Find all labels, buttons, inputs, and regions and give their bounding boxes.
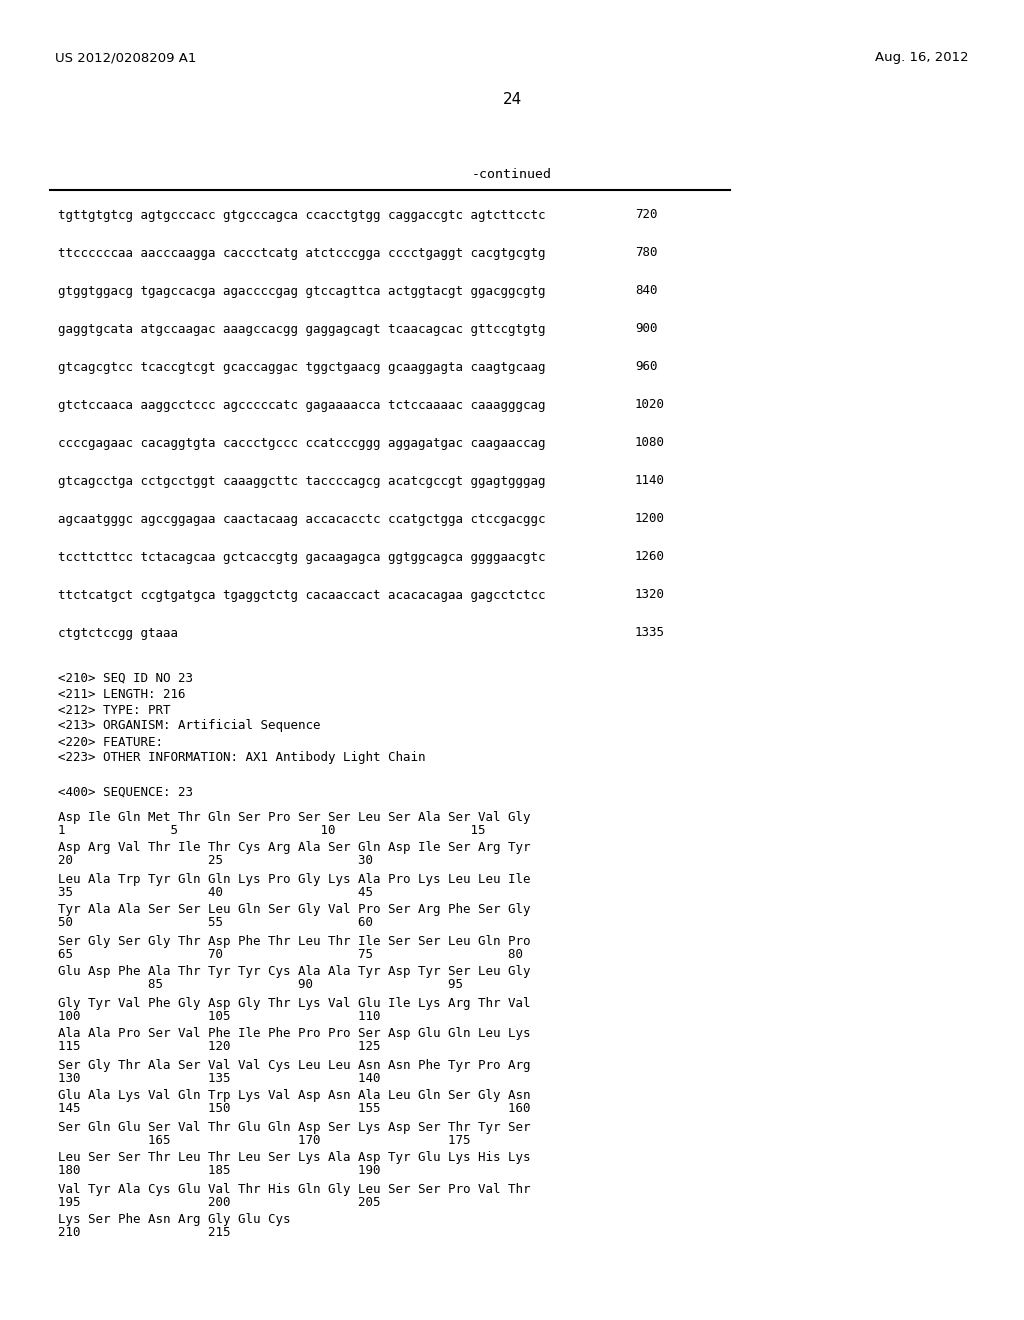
Text: Ser Gly Thr Ala Ser Val Val Cys Leu Leu Asn Asn Phe Tyr Pro Arg: Ser Gly Thr Ala Ser Val Val Cys Leu Leu … (58, 1059, 530, 1072)
Text: Ala Ala Pro Ser Val Phe Ile Phe Pro Pro Ser Asp Glu Gln Leu Lys: Ala Ala Pro Ser Val Phe Ile Phe Pro Pro … (58, 1027, 530, 1040)
Text: Val Tyr Ala Cys Glu Val Thr His Gln Gly Leu Ser Ser Pro Val Thr: Val Tyr Ala Cys Glu Val Thr His Gln Gly … (58, 1183, 530, 1196)
Text: 115                 120                 125: 115 120 125 (58, 1040, 381, 1053)
Text: Gly Tyr Val Phe Gly Asp Gly Thr Lys Val Glu Ile Lys Arg Thr Val: Gly Tyr Val Phe Gly Asp Gly Thr Lys Val … (58, 997, 530, 1010)
Text: ccccgagaac cacaggtgta caccctgccc ccatcccggg aggagatgac caagaaccag: ccccgagaac cacaggtgta caccctgccc ccatccc… (58, 437, 546, 450)
Text: tccttcttcc tctacagcaa gctcaccgtg gacaagagca ggtggcagca ggggaacgtc: tccttcttcc tctacagcaa gctcaccgtg gacaaga… (58, 550, 546, 564)
Text: Leu Ser Ser Thr Leu Thr Leu Ser Lys Ala Asp Tyr Glu Lys His Lys: Leu Ser Ser Thr Leu Thr Leu Ser Lys Ala … (58, 1151, 530, 1164)
Text: 1080: 1080 (635, 437, 665, 450)
Text: 50                  55                  60: 50 55 60 (58, 916, 373, 929)
Text: 900: 900 (635, 322, 657, 335)
Text: Tyr Ala Ala Ser Ser Leu Gln Ser Gly Val Pro Ser Arg Phe Ser Gly: Tyr Ala Ala Ser Ser Leu Gln Ser Gly Val … (58, 903, 530, 916)
Text: 65                  70                  75                  80: 65 70 75 80 (58, 948, 523, 961)
Text: 180                 185                 190: 180 185 190 (58, 1164, 381, 1177)
Text: Lys Ser Phe Asn Arg Gly Glu Cys: Lys Ser Phe Asn Arg Gly Glu Cys (58, 1213, 291, 1226)
Text: 1              5                   10                  15: 1 5 10 15 (58, 824, 485, 837)
Text: 35                  40                  45: 35 40 45 (58, 886, 373, 899)
Text: 1260: 1260 (635, 550, 665, 564)
Text: gaggtgcata atgccaagac aaagccacgg gaggagcagt tcaacagcac gttccgtgtg: gaggtgcata atgccaagac aaagccacgg gaggagc… (58, 322, 546, 335)
Text: 780: 780 (635, 247, 657, 260)
Text: 85                  90                  95: 85 90 95 (58, 978, 463, 991)
Text: <220> FEATURE:: <220> FEATURE: (58, 735, 163, 748)
Text: Glu Asp Phe Ala Thr Tyr Tyr Cys Ala Ala Tyr Asp Tyr Ser Leu Gly: Glu Asp Phe Ala Thr Tyr Tyr Cys Ala Ala … (58, 965, 530, 978)
Text: 100                 105                 110: 100 105 110 (58, 1010, 381, 1023)
Text: 1140: 1140 (635, 474, 665, 487)
Text: Glu Ala Lys Val Gln Trp Lys Val Asp Asn Ala Leu Gln Ser Gly Asn: Glu Ala Lys Val Gln Trp Lys Val Asp Asn … (58, 1089, 530, 1102)
Text: <210> SEQ ID NO 23: <210> SEQ ID NO 23 (58, 672, 193, 685)
Text: ttccccccaa aacccaagga caccctcatg atctcccgga cccctgaggt cacgtgcgtg: ttccccccaa aacccaagga caccctcatg atctccc… (58, 247, 546, 260)
Text: Ser Gln Glu Ser Val Thr Glu Gln Asp Ser Lys Asp Ser Thr Tyr Ser: Ser Gln Glu Ser Val Thr Glu Gln Asp Ser … (58, 1121, 530, 1134)
Text: agcaatgggc agccggagaa caactacaag accacacctc ccatgctgga ctccgacggc: agcaatgggc agccggagaa caactacaag accacac… (58, 512, 546, 525)
Text: 195                 200                 205: 195 200 205 (58, 1196, 381, 1209)
Text: 24: 24 (503, 92, 521, 107)
Text: Ser Gly Ser Gly Thr Asp Phe Thr Leu Thr Ile Ser Ser Leu Gln Pro: Ser Gly Ser Gly Thr Asp Phe Thr Leu Thr … (58, 935, 530, 948)
Text: gtcagcgtcc tcaccgtcgt gcaccaggac tggctgaacg gcaaggagta caagtgcaag: gtcagcgtcc tcaccgtcgt gcaccaggac tggctga… (58, 360, 546, 374)
Text: 1320: 1320 (635, 589, 665, 602)
Text: <223> OTHER INFORMATION: AX1 Antibody Light Chain: <223> OTHER INFORMATION: AX1 Antibody Li… (58, 751, 426, 764)
Text: Aug. 16, 2012: Aug. 16, 2012 (876, 51, 969, 65)
Text: Asp Arg Val Thr Ile Thr Cys Arg Ala Ser Gln Asp Ile Ser Arg Tyr: Asp Arg Val Thr Ile Thr Cys Arg Ala Ser … (58, 842, 530, 854)
Text: -continued: -continued (472, 169, 552, 181)
Text: <400> SEQUENCE: 23: <400> SEQUENCE: 23 (58, 785, 193, 799)
Text: US 2012/0208209 A1: US 2012/0208209 A1 (55, 51, 197, 65)
Text: ttctcatgct ccgtgatgca tgaggctctg cacaaccact acacacagaa gagcctctcc: ttctcatgct ccgtgatgca tgaggctctg cacaacc… (58, 589, 546, 602)
Text: gtctccaaca aaggcctccc agcccccatc gagaaaacca tctccaaaac caaagggcag: gtctccaaca aaggcctccc agcccccatc gagaaaa… (58, 399, 546, 412)
Text: ctgtctccgg gtaaa: ctgtctccgg gtaaa (58, 627, 178, 639)
Text: <212> TYPE: PRT: <212> TYPE: PRT (58, 704, 171, 717)
Text: 1200: 1200 (635, 512, 665, 525)
Text: 720: 720 (635, 209, 657, 222)
Text: 165                 170                 175: 165 170 175 (58, 1134, 470, 1147)
Text: 20                  25                  30: 20 25 30 (58, 854, 373, 867)
Text: 130                 135                 140: 130 135 140 (58, 1072, 381, 1085)
Text: tgttgtgtcg agtgcccacc gtgcccagca ccacctgtgg caggaccgtc agtcttcctc: tgttgtgtcg agtgcccacc gtgcccagca ccacctg… (58, 209, 546, 222)
Text: gtcagcctga cctgcctggt caaaggcttc taccccagcg acatcgccgt ggagtgggag: gtcagcctga cctgcctggt caaaggcttc tacccca… (58, 474, 546, 487)
Text: 145                 150                 155                 160: 145 150 155 160 (58, 1102, 530, 1115)
Text: 840: 840 (635, 285, 657, 297)
Text: 210                 215: 210 215 (58, 1226, 230, 1239)
Text: Asp Ile Gln Met Thr Gln Ser Pro Ser Ser Leu Ser Ala Ser Val Gly: Asp Ile Gln Met Thr Gln Ser Pro Ser Ser … (58, 810, 530, 824)
Text: Leu Ala Trp Tyr Gln Gln Lys Pro Gly Lys Ala Pro Lys Leu Leu Ile: Leu Ala Trp Tyr Gln Gln Lys Pro Gly Lys … (58, 873, 530, 886)
Text: <211> LENGTH: 216: <211> LENGTH: 216 (58, 688, 185, 701)
Text: <213> ORGANISM: Artificial Sequence: <213> ORGANISM: Artificial Sequence (58, 719, 321, 733)
Text: 1335: 1335 (635, 627, 665, 639)
Text: 960: 960 (635, 360, 657, 374)
Text: 1020: 1020 (635, 399, 665, 412)
Text: gtggtggacg tgagccacga agaccccgag gtccagttca actggtacgt ggacggcgtg: gtggtggacg tgagccacga agaccccgag gtccagt… (58, 285, 546, 297)
